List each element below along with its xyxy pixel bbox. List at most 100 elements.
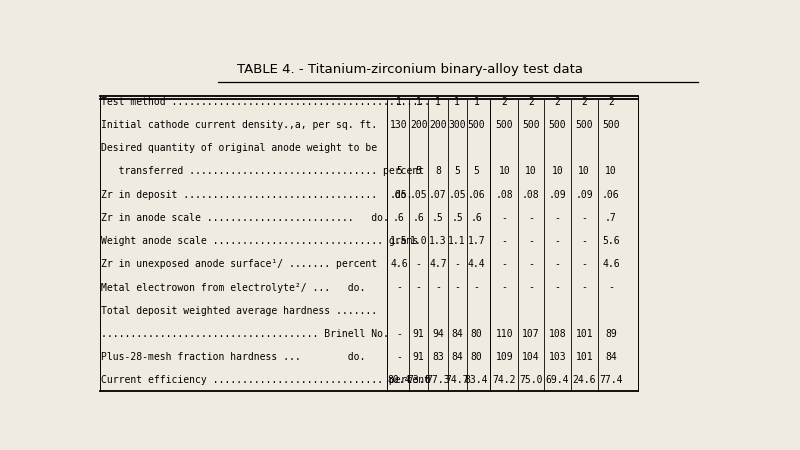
- Text: 110: 110: [495, 329, 513, 339]
- Text: Desired quantity of original anode weight to be: Desired quantity of original anode weigh…: [102, 143, 378, 153]
- Text: .07: .07: [429, 190, 446, 200]
- Text: Total deposit weighted average hardness .......: Total deposit weighted average hardness …: [102, 306, 378, 316]
- Text: -: -: [502, 259, 507, 270]
- Text: -: -: [396, 352, 402, 362]
- Text: Initial cathode current density.,a, per sq. ft.: Initial cathode current density.,a, per …: [102, 120, 378, 130]
- Text: Metal electrowon from electrolyte²/ ...   do.: Metal electrowon from electrolyte²/ ... …: [102, 283, 366, 293]
- Text: 500: 500: [495, 120, 513, 130]
- Text: .05: .05: [410, 190, 427, 200]
- Text: 10: 10: [525, 166, 537, 176]
- Text: 83: 83: [432, 352, 444, 362]
- Text: 1: 1: [435, 97, 441, 107]
- Text: 73.0: 73.0: [407, 375, 430, 385]
- Text: TABLE 4. - Titanium-zirconium binary-alloy test data: TABLE 4. - Titanium-zirconium binary-all…: [237, 63, 583, 76]
- Text: 89: 89: [605, 329, 617, 339]
- Text: -: -: [554, 213, 561, 223]
- Text: -: -: [582, 283, 587, 293]
- Text: .06: .06: [602, 190, 620, 200]
- Text: -: -: [528, 259, 534, 270]
- Text: 84: 84: [605, 352, 617, 362]
- Text: -: -: [502, 213, 507, 223]
- Text: Weight anode scale ............................. grams: Weight anode scale .....................…: [102, 236, 418, 246]
- Text: -: -: [502, 236, 507, 246]
- Text: 2: 2: [554, 97, 561, 107]
- Text: Zr in deposit .................................   do.: Zr in deposit ..........................…: [102, 190, 413, 200]
- Text: 74.7: 74.7: [446, 375, 469, 385]
- Text: 8: 8: [435, 166, 441, 176]
- Text: 83.4: 83.4: [465, 375, 488, 385]
- Text: 130: 130: [390, 120, 408, 130]
- Text: 108: 108: [549, 329, 566, 339]
- Text: .5: .5: [432, 213, 444, 223]
- Text: .7: .7: [605, 213, 617, 223]
- Text: 75.0: 75.0: [519, 375, 542, 385]
- Text: -: -: [416, 259, 422, 270]
- Text: .05: .05: [448, 190, 466, 200]
- Text: 80: 80: [470, 352, 482, 362]
- Text: -: -: [582, 213, 587, 223]
- Text: 104: 104: [522, 352, 540, 362]
- Text: Zr in unexposed anode surface¹/ ....... percent: Zr in unexposed anode surface¹/ ....... …: [102, 259, 378, 270]
- Text: 500: 500: [467, 120, 485, 130]
- Text: .6: .6: [470, 213, 482, 223]
- Text: -: -: [396, 329, 402, 339]
- Text: -: -: [396, 283, 402, 293]
- Text: 77.3: 77.3: [426, 375, 450, 385]
- Text: .6: .6: [393, 213, 405, 223]
- Text: 80: 80: [470, 329, 482, 339]
- Text: 91: 91: [413, 329, 425, 339]
- Text: -: -: [454, 259, 460, 270]
- Text: -: -: [528, 213, 534, 223]
- Text: .05: .05: [390, 190, 408, 200]
- Text: 103: 103: [549, 352, 566, 362]
- Text: 4.4: 4.4: [467, 259, 485, 270]
- Text: -: -: [582, 259, 587, 270]
- Text: 5.6: 5.6: [602, 236, 620, 246]
- Text: 4.6: 4.6: [602, 259, 620, 270]
- Text: 4.6: 4.6: [390, 259, 408, 270]
- Text: .08: .08: [522, 190, 540, 200]
- Text: -: -: [608, 283, 614, 293]
- Text: 2: 2: [528, 97, 534, 107]
- Text: 69.4: 69.4: [546, 375, 570, 385]
- Text: 10: 10: [552, 166, 563, 176]
- Text: 500: 500: [549, 120, 566, 130]
- Text: 24.6: 24.6: [573, 375, 596, 385]
- Text: 300: 300: [448, 120, 466, 130]
- Text: 94: 94: [432, 329, 444, 339]
- Text: 500: 500: [522, 120, 540, 130]
- Text: -: -: [528, 236, 534, 246]
- Text: 2: 2: [502, 97, 507, 107]
- Text: 1.1: 1.1: [448, 236, 466, 246]
- Text: 200: 200: [429, 120, 446, 130]
- Text: 5: 5: [474, 166, 479, 176]
- Text: Zr in anode scale .........................   do.: Zr in anode scale ......................…: [102, 213, 389, 223]
- Text: 77.4: 77.4: [599, 375, 622, 385]
- Text: 1.3: 1.3: [429, 236, 446, 246]
- Text: ..................................... Brinell No.: ..................................... Br…: [102, 329, 389, 339]
- Text: 91: 91: [413, 352, 425, 362]
- Text: 1: 1: [474, 97, 479, 107]
- Text: Plus-28-mesh fraction hardness ...        do.: Plus-28-mesh fraction hardness ... do.: [102, 352, 366, 362]
- Text: .08: .08: [495, 190, 513, 200]
- Text: 500: 500: [575, 120, 593, 130]
- Text: -: -: [528, 283, 534, 293]
- Text: 200: 200: [410, 120, 427, 130]
- Text: -: -: [554, 283, 561, 293]
- Text: 5: 5: [454, 166, 460, 176]
- Text: .09: .09: [549, 190, 566, 200]
- Text: 101: 101: [575, 352, 593, 362]
- Text: -: -: [582, 236, 587, 246]
- Text: Test method ............................................: Test method ............................…: [102, 97, 430, 107]
- Text: 1: 1: [416, 97, 422, 107]
- Text: 10: 10: [498, 166, 510, 176]
- Text: 101: 101: [575, 329, 593, 339]
- Text: 1: 1: [396, 97, 402, 107]
- Text: 10: 10: [605, 166, 617, 176]
- Text: 107: 107: [522, 329, 540, 339]
- Text: 109: 109: [495, 352, 513, 362]
- Text: 1.5: 1.5: [390, 236, 408, 246]
- Text: -: -: [474, 283, 479, 293]
- Text: 4.7: 4.7: [429, 259, 446, 270]
- Text: .09: .09: [575, 190, 593, 200]
